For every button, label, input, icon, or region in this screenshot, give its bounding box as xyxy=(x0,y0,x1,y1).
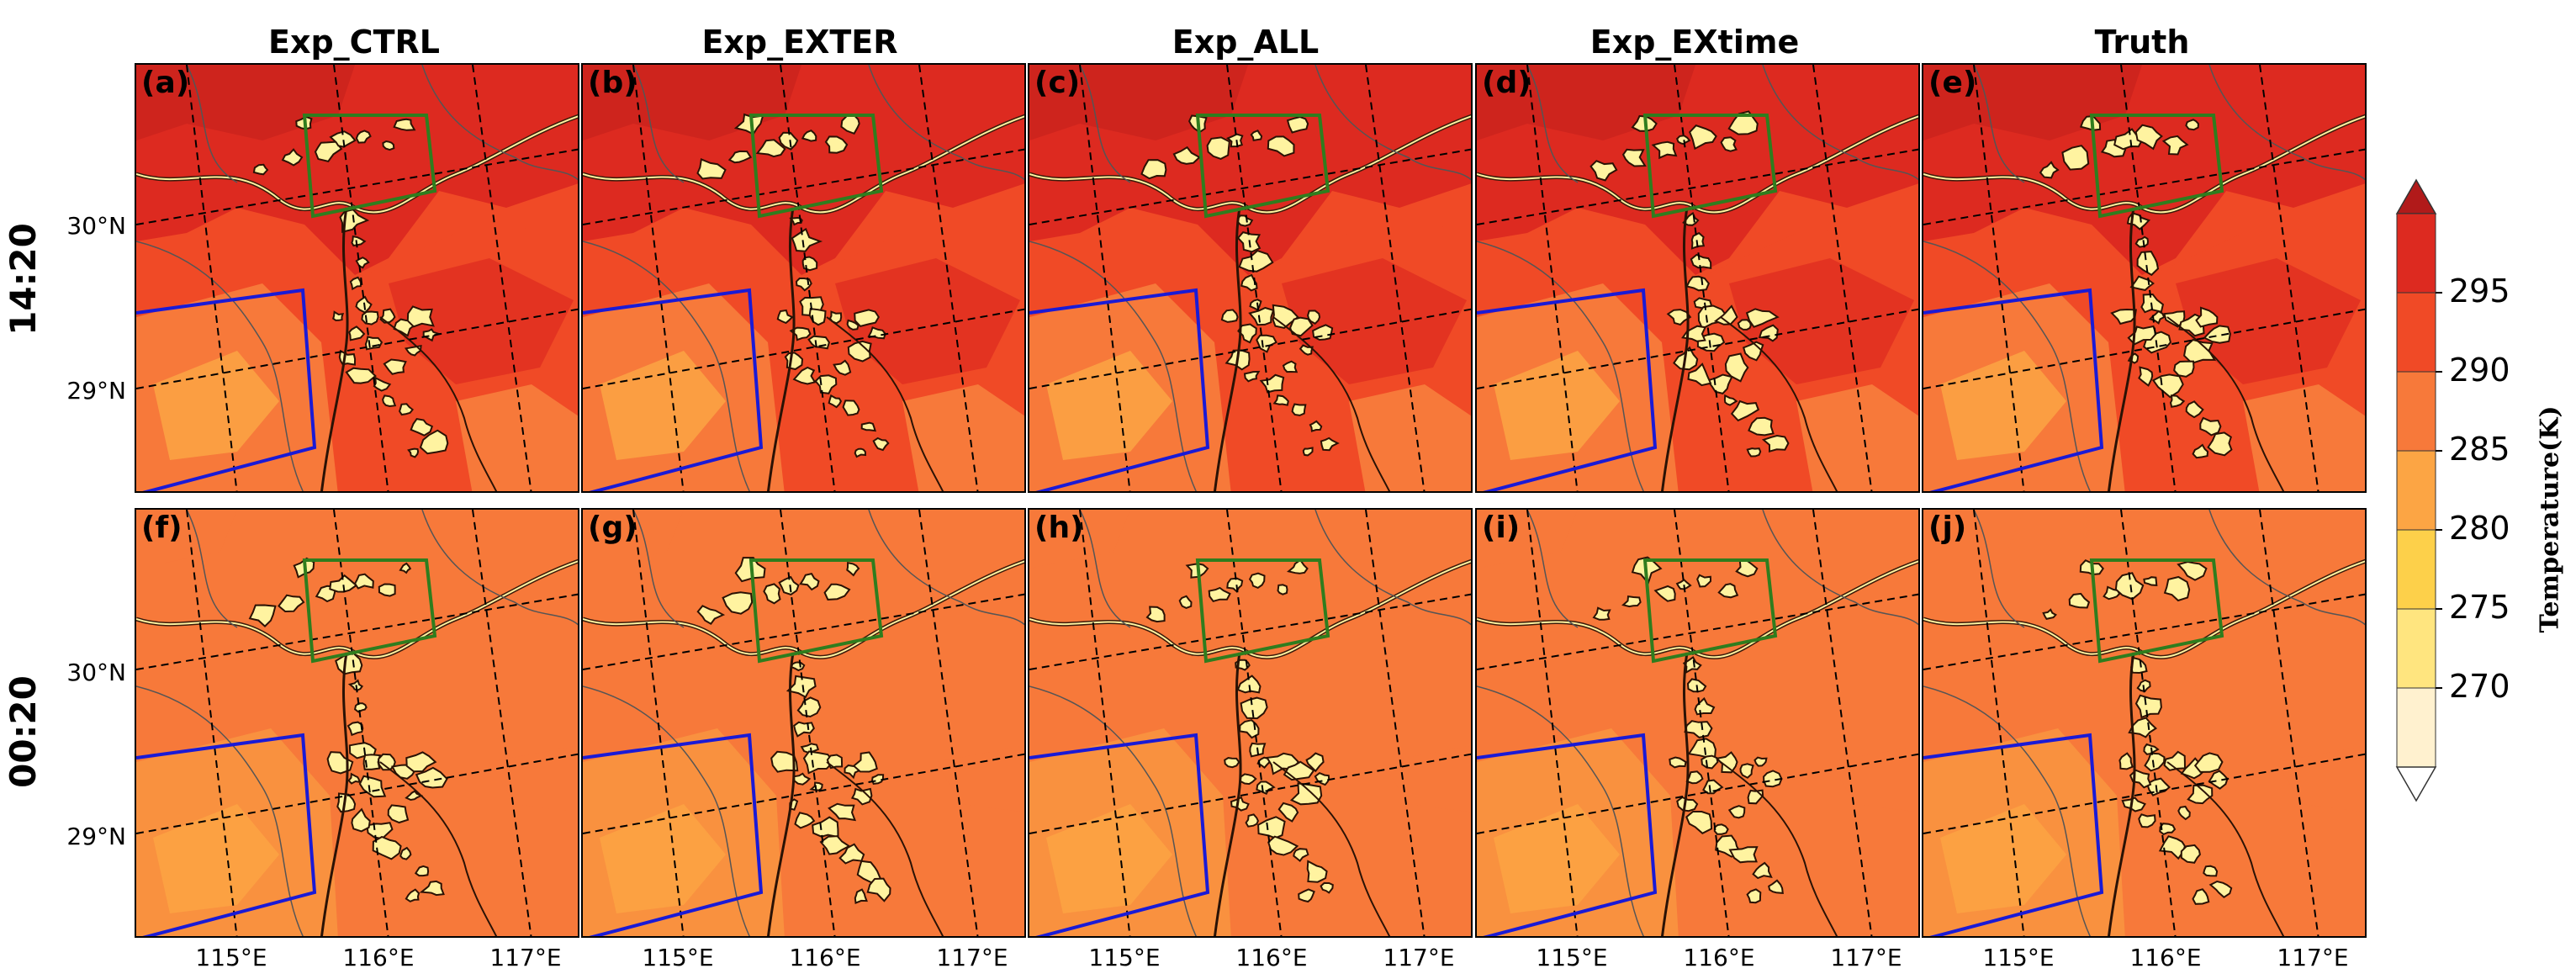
lon-tick-label: 116°E xyxy=(1683,944,1755,971)
temperature-map xyxy=(583,510,1024,936)
map-panel: (c) xyxy=(1028,63,1473,493)
lat-label-30n-row2: 30°N xyxy=(66,659,126,686)
lon-tick-label: 116°E xyxy=(342,944,415,971)
col-title-extime: Exp_EXtime xyxy=(1590,24,1800,61)
colorbar-tick-label: 280 xyxy=(2449,510,2510,547)
map-panel: (g) xyxy=(581,508,1026,938)
colorbar-segment xyxy=(2396,213,2436,294)
panel-label: (i) xyxy=(1482,511,1521,545)
panel-label: (d) xyxy=(1482,66,1531,100)
lon-tick-label: 116°E xyxy=(789,944,861,971)
colorbar-extend-min xyxy=(2395,766,2437,802)
colorbar-tick-label: 285 xyxy=(2449,431,2510,468)
colorbar-tick-label: 270 xyxy=(2449,668,2510,705)
lon-tick-label: 115°E xyxy=(195,944,267,971)
colorbar-segment xyxy=(2396,608,2436,689)
lat-label-29n-row2: 29°N xyxy=(66,823,126,850)
colorbar-tick-label: 290 xyxy=(2449,352,2510,389)
panel-label: (f) xyxy=(141,511,182,545)
lon-tick-label: 115°E xyxy=(1536,944,1608,971)
colorbar-title: Temperature(K) xyxy=(2535,405,2565,633)
map-panel: (a) xyxy=(135,63,579,493)
map-panel: (e) xyxy=(1922,63,2367,493)
panel-label: (j) xyxy=(1928,511,1967,545)
colorbar-segment xyxy=(2396,529,2436,610)
map-panel: (d) xyxy=(1475,63,1920,493)
panel-label: (h) xyxy=(1034,511,1084,545)
panel-label: (c) xyxy=(1034,66,1081,100)
panel-label: (a) xyxy=(141,66,190,100)
panel-label: (e) xyxy=(1928,66,1977,100)
temperature-map xyxy=(1029,510,1471,936)
temperature-map xyxy=(1477,510,1918,936)
temperature-map xyxy=(1029,65,1471,491)
lon-tick-label: 117°E xyxy=(1830,944,1902,971)
lon-tick-label: 115°E xyxy=(1088,944,1161,971)
colorbar xyxy=(2395,178,2442,802)
colorbar-tick-label: 295 xyxy=(2449,273,2510,310)
colorbar-extend-max xyxy=(2395,178,2437,214)
lon-tick-label: 117°E xyxy=(1383,944,1455,971)
temperature-map xyxy=(1477,65,1918,491)
map-panel: (b) xyxy=(581,63,1026,493)
panel-label: (g) xyxy=(588,511,637,545)
temperature-map xyxy=(1923,65,2365,491)
lon-tick-label: 116°E xyxy=(1235,944,1308,971)
temperature-map xyxy=(136,65,578,491)
lon-tick-label: 117°E xyxy=(2277,944,2349,971)
map-panel: (j) xyxy=(1922,508,2367,938)
temperature-map xyxy=(583,65,1024,491)
temperature-map xyxy=(136,510,578,936)
colorbar-segment xyxy=(2396,687,2436,768)
lon-tick-label: 117°E xyxy=(936,944,1008,971)
lat-label-29n-row1: 29°N xyxy=(66,377,126,405)
col-title-truth: Truth xyxy=(2094,24,2190,61)
col-title-exter: Exp_EXTER xyxy=(701,24,898,61)
panel-label: (b) xyxy=(588,66,637,100)
map-panel: (h) xyxy=(1028,508,1473,938)
lon-tick-label: 117°E xyxy=(489,944,562,971)
colorbar-segment xyxy=(2396,371,2436,452)
lon-tick-label: 116°E xyxy=(2129,944,2202,971)
lat-label-30n-row1: 30°N xyxy=(66,212,126,240)
map-panel: (f) xyxy=(135,508,579,938)
lon-tick-label: 115°E xyxy=(642,944,714,971)
lon-tick-label: 115°E xyxy=(1982,944,2055,971)
col-title-ctrl: Exp_CTRL xyxy=(268,24,440,61)
colorbar-segment xyxy=(2396,450,2436,531)
col-title-all: Exp_ALL xyxy=(1172,24,1320,61)
colorbar-tick-label: 275 xyxy=(2449,589,2510,626)
colorbar-segment xyxy=(2396,292,2436,373)
temperature-map xyxy=(1923,510,2365,936)
map-panel: (i) xyxy=(1475,508,1920,938)
